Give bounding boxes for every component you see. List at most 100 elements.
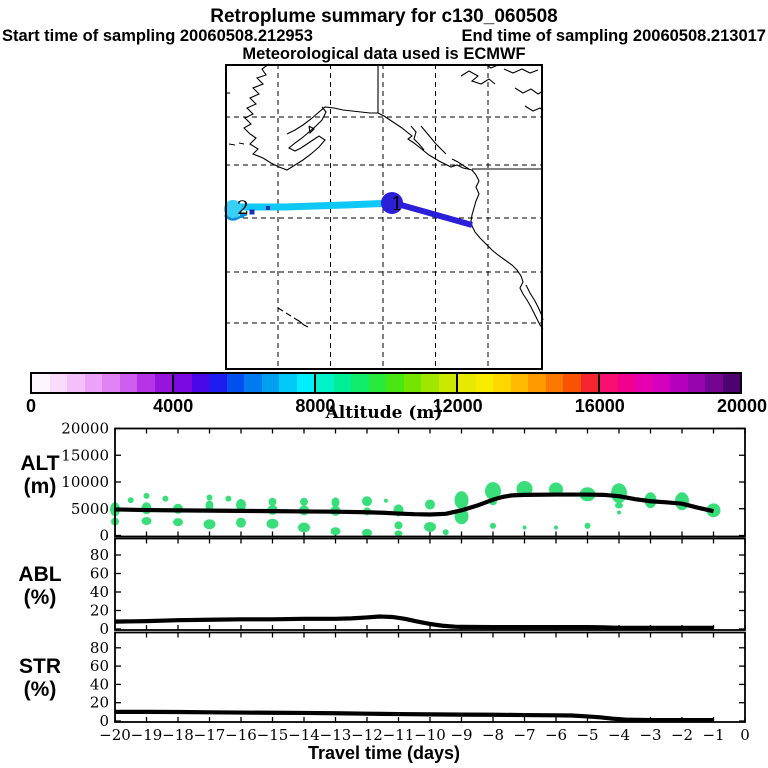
day1-marker <box>381 192 403 214</box>
cluster-bubble <box>141 517 152 526</box>
start-time-text: Start time of sampling 20060508.212953 <box>2 27 313 45</box>
cluster-bubble <box>362 496 372 507</box>
travel-time-tick-label: −18 <box>162 726 194 744</box>
travel-time-tick-label: −6 <box>544 726 568 744</box>
cluster-bubble <box>205 500 214 511</box>
travel-time-tick-label: −14 <box>288 726 320 744</box>
cluster-bubble <box>383 498 388 503</box>
y-tick-label: 60 <box>90 565 109 583</box>
trajectory-mini-marker <box>266 206 270 210</box>
colorbar-segment <box>209 374 227 392</box>
travel-time-tick-label: −16 <box>225 726 257 744</box>
altitude-colorbar <box>30 372 742 394</box>
cluster-bubble <box>331 497 340 508</box>
trajectory-mini-marker <box>240 214 244 218</box>
str-panel-label: STR (%) <box>19 655 61 701</box>
cluster-bubble <box>611 483 627 504</box>
sampling-time-line: Start time of sampling 20060508.212953 E… <box>0 27 768 46</box>
colorbar-segment <box>84 374 102 392</box>
trajectory-recent-segment <box>393 200 473 228</box>
colorbar-segment <box>722 374 740 392</box>
y-tick-label: 40 <box>90 675 109 693</box>
colorbar-segment <box>438 374 456 392</box>
colorbar-segment <box>244 374 262 392</box>
colorbar-segment <box>279 374 297 392</box>
travel-time-tick-label: −8 <box>481 726 505 744</box>
colorbar-segment <box>475 374 493 392</box>
cluster-bubble <box>442 529 449 536</box>
cluster-bubble <box>394 530 403 537</box>
colorbar-segment <box>670 374 688 392</box>
cluster-bubble <box>236 517 246 528</box>
day2-marker <box>224 200 242 218</box>
colorbar-tick-label: 12000 <box>432 396 483 416</box>
colorbar-segment <box>510 374 528 392</box>
mean-line <box>115 709 714 723</box>
day2-marker-label: 2 <box>237 197 249 219</box>
travel-time-axis-title: Travel time (days) <box>307 743 461 763</box>
colorbar-segment <box>368 374 386 392</box>
alt-panel-label: ALT (m) <box>20 452 60 498</box>
colorbar-segment <box>226 374 244 392</box>
end-time-text: End time of sampling 20060508.213017 <box>461 27 767 45</box>
colorbar-segment <box>528 374 546 392</box>
colorbar-segment <box>119 374 137 392</box>
colorbar-tick-label: 4000 <box>153 396 194 416</box>
cluster-bubble <box>300 497 308 506</box>
travel-time-tick-label: 0 <box>740 726 750 744</box>
colorbar-tick-label: 16000 <box>574 396 625 416</box>
travel-time-tick-label: −11 <box>382 726 415 744</box>
cluster-bubble <box>454 491 469 510</box>
travel-time-tick-label: −13 <box>319 726 352 744</box>
y-tick-label: 20 <box>90 602 109 620</box>
alt-panel: 0 5000 10000 15000 20000 <box>61 420 746 545</box>
colorbar-segment <box>137 374 155 392</box>
cluster-bubble <box>522 525 527 530</box>
y-tick-label: 40 <box>90 583 109 601</box>
colorbar-title: Altitude (m) <box>325 403 443 423</box>
y-tick-label: 60 <box>90 657 109 675</box>
travel-time-tick-label: −7 <box>513 726 536 744</box>
colorbar-segment <box>191 374 209 392</box>
cluster-bubble <box>617 510 621 515</box>
colorbar-segment <box>314 374 334 392</box>
y-tick-label: 80 <box>90 546 109 564</box>
colorbar-segment <box>652 374 670 392</box>
travel-time-tick-label: −17 <box>193 726 226 744</box>
mean-line <box>114 492 714 517</box>
day1-marker-label: 1 <box>391 193 403 215</box>
colorbar-segment <box>493 374 511 392</box>
figure-title: Retroplume summary for c130_060508 <box>210 6 558 27</box>
colorbar-tick-label: 20000 <box>716 396 768 416</box>
y-tick-label: 80 <box>90 639 109 657</box>
colorbar-segment <box>403 374 421 392</box>
cluster-bubble <box>206 494 213 501</box>
cluster-bubble <box>143 492 150 499</box>
colorbar-segment <box>545 374 563 392</box>
cluster-bubble <box>266 518 279 529</box>
colorbar-segment <box>102 374 120 392</box>
cluster-bubble <box>490 522 496 529</box>
colorbar-segment <box>333 374 351 392</box>
colorbar-segment <box>687 374 705 392</box>
colorbar-segment <box>351 374 369 392</box>
cluster-bubble <box>236 499 246 512</box>
trajectory-map: 12 <box>224 63 544 370</box>
cluster-bubble <box>584 522 591 529</box>
travel-time-tick-label: −9 <box>450 726 473 744</box>
cluster-bubble <box>268 497 277 506</box>
colorbar-tick-label: 0 <box>25 396 37 416</box>
colorbar-tick-label: 8000 <box>295 396 336 416</box>
cluster-bubble <box>554 525 558 530</box>
colorbar-segment <box>32 374 50 392</box>
colorbar-segment <box>705 374 723 392</box>
y-tick-label: 0 <box>99 527 109 545</box>
cluster-bubble <box>298 522 310 533</box>
travel-time-tick-label: −10 <box>414 726 446 744</box>
travel-time-tick-label: −2 <box>670 726 694 744</box>
met-data-line: Meteorological data used is ECMWF <box>242 45 526 63</box>
travel-time-tick-label: −20 <box>99 726 131 744</box>
cluster-bubble <box>330 527 341 536</box>
